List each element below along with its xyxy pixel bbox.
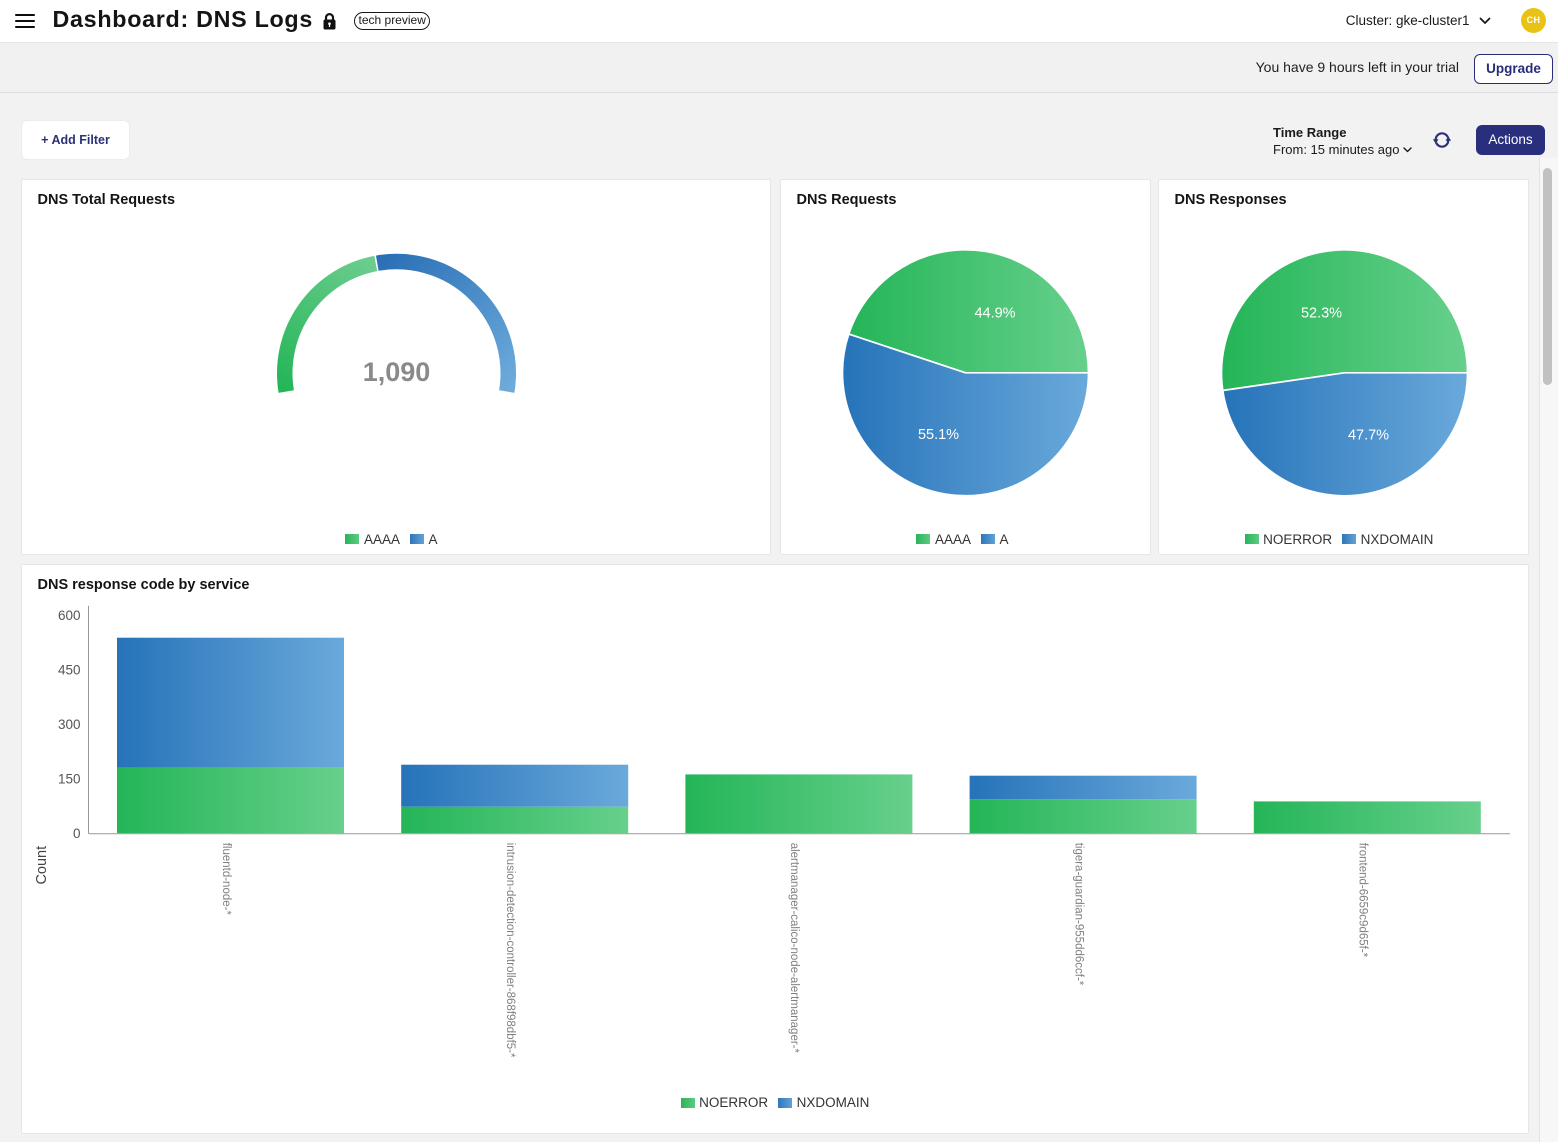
- svg-text:fluentd-node-*: fluentd-node-*: [220, 843, 232, 916]
- svg-text:52.3%: 52.3%: [1301, 305, 1342, 321]
- svg-text:intrusion-detection-controller: intrusion-detection-controller-868f98dbf…: [504, 843, 516, 1058]
- svg-text:600: 600: [58, 608, 81, 623]
- svg-text:44.9%: 44.9%: [974, 305, 1015, 321]
- svg-text:300: 300: [58, 717, 81, 732]
- svg-text:150: 150: [58, 772, 81, 787]
- svg-text:47.7%: 47.7%: [1348, 427, 1389, 443]
- svg-text:Count: Count: [34, 846, 50, 885]
- svg-text:alertmanager-calico-node-alert: alertmanager-calico-node-alertmanager-*: [788, 843, 800, 1054]
- svg-text:tigera-guardian-955dd6ccf-*: tigera-guardian-955dd6ccf-*: [1072, 843, 1084, 986]
- svg-text:frontend-6659c9d65f-*: frontend-6659c9d65f-*: [1357, 843, 1369, 958]
- svg-text:55.1%: 55.1%: [918, 427, 959, 443]
- svg-text:450: 450: [58, 663, 81, 678]
- svg-text:1,090: 1,090: [363, 357, 431, 387]
- svg-text:0: 0: [73, 826, 81, 841]
